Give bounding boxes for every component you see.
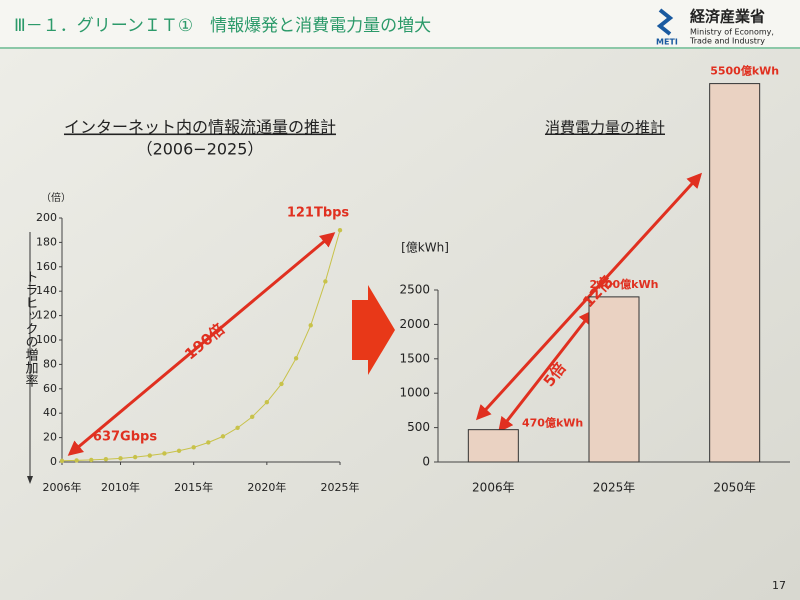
transition-arrow: [352, 285, 395, 375]
y-tick-label: 80: [43, 357, 57, 370]
point: [279, 381, 284, 387]
point: [89, 457, 94, 463]
point: [308, 323, 313, 328]
y-tick-label: 140: [36, 284, 57, 297]
y-tick-label: 2000: [399, 317, 430, 331]
point: [250, 414, 255, 420]
logo-text: 経済産業省: [690, 8, 765, 26]
chart-subtitle: （2006−2025）: [137, 140, 264, 159]
ratio-arrow: [67, 232, 336, 456]
point: [59, 458, 65, 463]
point: [293, 356, 299, 361]
point: [220, 434, 226, 439]
line: [61, 230, 341, 462]
x-tick-label: 2006年: [472, 481, 515, 495]
y-tick-label: 100: [36, 333, 57, 346]
x-tick-label: 2015年: [174, 480, 213, 494]
point: [176, 448, 182, 453]
chart-title: インターネット内の情報流通量の推計: [64, 118, 336, 137]
x-tick-label: 2020年: [247, 480, 286, 494]
x-tick-label: 2006年: [43, 480, 82, 494]
x-tick-label: 2050年: [713, 481, 756, 495]
annotation: 637Gbps: [93, 430, 157, 445]
x-tick-label: 2010年: [101, 480, 140, 494]
point: [118, 456, 123, 461]
y-tick-label: 60: [43, 382, 57, 395]
logo-icon: [656, 8, 674, 36]
y-tick-label: 0: [422, 455, 430, 469]
point: [162, 451, 167, 456]
y-unit: （倍）: [41, 191, 71, 204]
annotation: 121Tbps: [287, 206, 350, 221]
point: [103, 456, 109, 462]
page-number: 17: [772, 579, 786, 592]
point: [191, 445, 196, 450]
x-tick-label: 2025年: [593, 481, 636, 495]
y-tick-label: 1500: [399, 351, 430, 365]
point: [206, 440, 211, 445]
y-tick-label: 200: [36, 211, 57, 224]
point: [337, 228, 343, 233]
header-band: [0, 0, 800, 48]
y-tick-label: 40: [43, 406, 57, 419]
y-tick-label: 2500: [399, 283, 430, 297]
y-tick-label: 1000: [399, 386, 430, 400]
point: [323, 279, 328, 284]
point: [132, 454, 138, 460]
x-tick-label: 2025年: [321, 480, 360, 494]
logo-en: Ministry of Economy,: [690, 28, 774, 37]
y-tick-label: 160: [36, 260, 57, 273]
value-label: 5500億kWh: [710, 64, 779, 78]
y-tick-label: 20: [43, 431, 57, 444]
header-title: Ⅲ－１．グリーンＩＴ① 情報爆発と消費電力量の増大: [14, 16, 431, 36]
y-tick-label: 500: [407, 420, 430, 434]
bar: [467, 429, 519, 463]
bar: [709, 83, 761, 463]
bar: [588, 296, 640, 463]
y-axis-label: [億kWh]: [401, 241, 449, 255]
y-tick-label: 120: [36, 309, 57, 322]
point: [235, 425, 240, 431]
point: [147, 453, 152, 458]
y-axis-label: トラヒックの増加率: [23, 270, 39, 387]
ylabel-arrowhead: [27, 476, 33, 484]
ratio-arrow: [498, 309, 594, 433]
value-label: 2400億kWh: [590, 277, 659, 291]
chart-title: 消費電力量の推計: [545, 119, 665, 137]
point: [74, 458, 79, 463]
y-tick-label: 180: [36, 235, 57, 248]
value-label: 470億kWh: [522, 416, 583, 430]
logo-en: Trade and Industry: [689, 37, 765, 46]
y-tick-label: 0: [50, 455, 57, 468]
point: [264, 400, 270, 405]
logo-abbr: METI: [656, 38, 678, 47]
